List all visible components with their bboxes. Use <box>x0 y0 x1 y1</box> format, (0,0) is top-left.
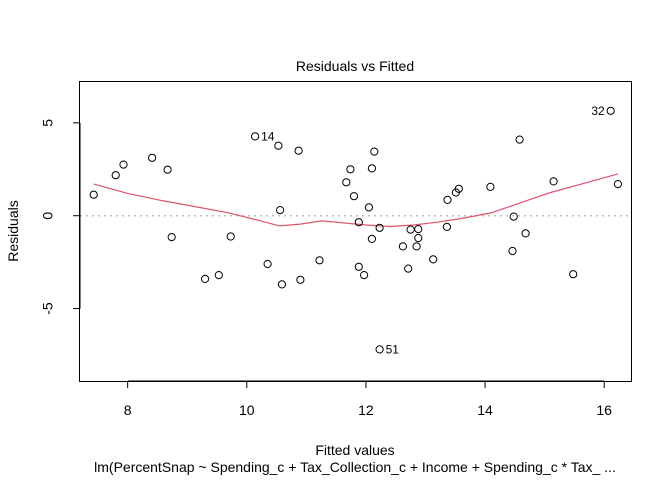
x-axis-label: Fitted values <box>315 442 394 458</box>
data-point <box>412 242 421 251</box>
data-point <box>549 177 558 186</box>
data-point <box>89 190 98 199</box>
data-point <box>454 184 463 193</box>
data-point <box>509 212 518 221</box>
data-point <box>569 270 578 279</box>
y-tick-label: 0 <box>40 212 56 220</box>
data-point <box>119 160 128 169</box>
data-point <box>414 233 423 243</box>
data-point <box>148 153 157 162</box>
data-point <box>277 280 286 289</box>
x-tick-label: 12 <box>358 402 374 418</box>
data-point <box>404 264 413 273</box>
x-tick-label: 16 <box>596 402 612 418</box>
data-point <box>201 274 210 283</box>
data-point <box>442 222 451 231</box>
data-point <box>515 135 524 144</box>
data-point <box>276 206 285 215</box>
data-point <box>364 203 373 212</box>
chart-title: Residuals vs Fitted <box>296 58 414 74</box>
data-point <box>508 246 517 256</box>
data-point <box>296 275 305 284</box>
x-tick-label: 10 <box>239 402 255 418</box>
data-point <box>375 345 384 354</box>
x-tick-label: 14 <box>477 402 493 418</box>
point-label: 32 <box>591 104 605 118</box>
data-point <box>486 182 495 191</box>
data-point <box>613 180 623 189</box>
y-axis: 5 0 -5 <box>40 119 81 315</box>
data-point <box>354 218 363 227</box>
y-tick-label: 5 <box>40 119 56 127</box>
data-point <box>606 106 615 115</box>
y-axis-label: Residuals <box>5 200 21 261</box>
data-point <box>342 178 351 187</box>
point-label: 51 <box>386 342 400 356</box>
model-formula-subtitle: lm(PercentSnap ~ Spending_c + Tax_Collec… <box>94 459 616 475</box>
x-axis: 8 10 12 14 16 <box>124 380 612 418</box>
smoother-line <box>93 173 619 228</box>
data-point <box>111 171 120 180</box>
data-point <box>346 165 355 174</box>
data-point <box>367 234 376 243</box>
data-point <box>406 225 415 234</box>
data-point <box>360 271 369 280</box>
point-label: 14 <box>261 129 275 143</box>
data-point <box>163 165 172 174</box>
data-point <box>375 223 384 232</box>
plot-frame <box>79 81 632 382</box>
data-point <box>367 164 376 173</box>
data-point <box>414 225 423 234</box>
data-point <box>370 147 379 156</box>
data-point <box>214 271 223 280</box>
data-point <box>167 233 176 242</box>
data-point <box>354 262 363 271</box>
y-tick-label: -5 <box>40 302 56 315</box>
data-point <box>251 132 260 141</box>
plot-area: 14 51 32 <box>80 104 631 356</box>
data-point <box>315 256 324 265</box>
data-point <box>263 259 272 269</box>
x-tick-label: 8 <box>124 402 132 418</box>
data-point <box>521 229 530 238</box>
data-point <box>226 232 235 241</box>
data-point <box>398 242 407 251</box>
data-point <box>443 195 452 204</box>
data-point <box>274 141 283 150</box>
data-point <box>429 255 438 264</box>
data-point <box>349 192 359 201</box>
data-point <box>294 146 303 155</box>
